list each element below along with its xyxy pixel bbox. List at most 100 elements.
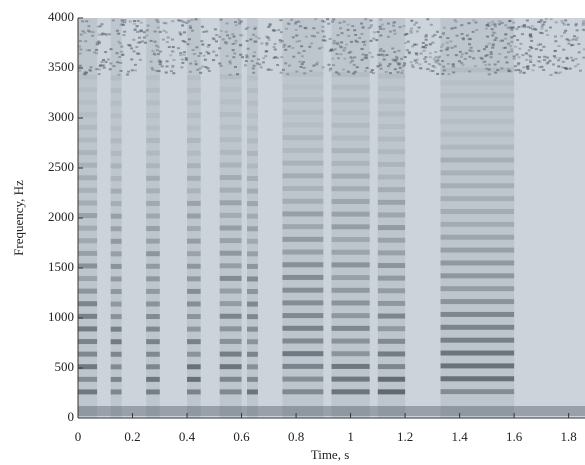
noise xyxy=(155,49,159,52)
noise xyxy=(529,36,533,39)
noise xyxy=(300,55,304,58)
noise xyxy=(157,70,161,73)
noise xyxy=(249,38,253,41)
noise xyxy=(379,34,383,37)
harmonic xyxy=(110,188,122,194)
noise xyxy=(272,45,276,48)
noise xyxy=(169,54,173,57)
noise xyxy=(457,60,461,63)
noise xyxy=(158,59,162,62)
harmonic xyxy=(440,67,515,73)
noise xyxy=(393,68,397,71)
harmonic xyxy=(440,234,515,240)
noise xyxy=(156,26,160,29)
noise xyxy=(343,46,347,49)
noise xyxy=(493,39,497,42)
noise xyxy=(397,49,401,52)
noise xyxy=(561,60,565,63)
noise xyxy=(411,66,415,69)
noise xyxy=(268,23,272,26)
noise xyxy=(254,40,258,43)
noise xyxy=(133,29,137,32)
noise xyxy=(498,53,502,56)
noise xyxy=(432,57,436,60)
noise xyxy=(538,66,542,69)
noise xyxy=(267,38,271,41)
noise xyxy=(179,52,183,55)
noise xyxy=(343,57,347,60)
noise xyxy=(395,57,399,60)
harmonic xyxy=(110,289,122,295)
noise xyxy=(364,57,368,60)
noise xyxy=(403,41,407,44)
voiced-band xyxy=(331,18,370,418)
noise xyxy=(577,51,581,54)
noise xyxy=(546,56,550,59)
noise xyxy=(182,31,186,34)
noise xyxy=(396,71,400,74)
noise xyxy=(424,38,428,41)
noise xyxy=(491,23,495,26)
noise xyxy=(266,36,270,39)
noise xyxy=(219,29,223,32)
noise xyxy=(402,25,406,28)
noise xyxy=(312,35,316,38)
noise xyxy=(155,19,159,22)
harmonic xyxy=(440,131,515,137)
voiced-band xyxy=(187,18,201,418)
noise xyxy=(139,29,143,32)
noise xyxy=(524,52,528,55)
noise xyxy=(540,27,544,30)
noise xyxy=(277,29,281,32)
noise xyxy=(165,60,169,63)
harmonic xyxy=(219,99,242,105)
harmonic xyxy=(219,238,242,244)
noise xyxy=(81,20,85,23)
harmonic xyxy=(146,112,160,118)
noise xyxy=(573,35,577,38)
noise xyxy=(262,57,266,60)
noise xyxy=(265,35,269,38)
noise xyxy=(194,18,198,21)
harmonic xyxy=(219,338,242,344)
noise xyxy=(322,20,326,23)
harmonic xyxy=(146,263,160,269)
noise xyxy=(439,49,443,52)
harmonic xyxy=(247,263,258,269)
noise xyxy=(492,31,496,34)
harmonic xyxy=(78,87,98,93)
harmonic xyxy=(219,288,242,294)
noise xyxy=(79,48,83,51)
voiced-band xyxy=(440,18,515,418)
noise xyxy=(487,42,491,45)
noise xyxy=(149,39,153,42)
noise xyxy=(574,24,578,27)
noise xyxy=(558,71,562,74)
noise xyxy=(212,59,216,62)
noise xyxy=(224,30,228,33)
noise xyxy=(467,22,471,25)
noise xyxy=(346,28,350,31)
noise xyxy=(260,42,264,45)
noise xyxy=(487,68,491,71)
noise xyxy=(364,53,368,56)
noise xyxy=(540,25,544,28)
noise xyxy=(218,47,222,50)
noise xyxy=(491,44,495,47)
harmonic xyxy=(110,263,122,269)
noise xyxy=(287,45,291,48)
harmonic xyxy=(78,376,98,382)
harmonic xyxy=(247,176,258,182)
noise xyxy=(433,59,437,62)
noise xyxy=(507,42,511,45)
harmonic xyxy=(219,200,242,206)
harmonic xyxy=(440,106,515,112)
noise xyxy=(339,27,343,30)
noise xyxy=(553,49,557,52)
noise xyxy=(352,63,356,66)
harmonic xyxy=(247,326,258,332)
harmonic xyxy=(331,211,370,217)
noise xyxy=(108,68,112,71)
noise xyxy=(238,20,242,23)
noise xyxy=(446,62,450,65)
